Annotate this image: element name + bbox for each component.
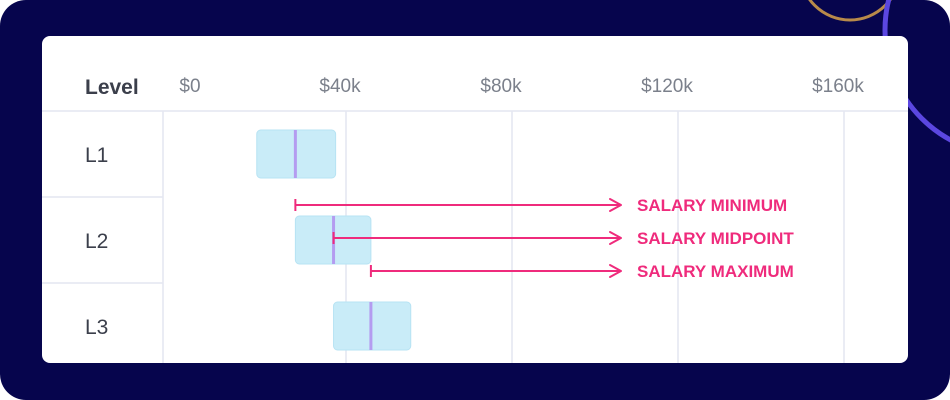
gold-arc <box>808 0 892 22</box>
blue-arc <box>882 0 950 143</box>
level-column-header: Level <box>85 76 139 99</box>
salary-range-chart: SALARY MINIMUM SALARY MIDPOINT SALARY MAXI… <box>42 110 908 363</box>
x-tick-label: $40k <box>319 76 361 97</box>
x-tick-label: $160k <box>812 76 864 97</box>
level-label-l2: L2 <box>85 230 109 253</box>
annotation-label: SALARY MAXIMUM <box>637 262 794 281</box>
x-tick-label: $120k <box>641 76 693 97</box>
x-tick-label: $0 <box>179 76 201 97</box>
salary-range-card: SALARY MINIMUM SALARY MIDPOINT SALARY MAXI… <box>42 36 908 363</box>
annotation-label: SALARY MINIMUM <box>637 196 787 215</box>
annotation-label: SALARY MIDPOINT <box>637 229 794 248</box>
x-tick-label: $80k <box>480 76 522 97</box>
annotation-arrowhead <box>609 231 622 245</box>
annotation-arrowhead <box>609 264 622 278</box>
level-label-l1: L1 <box>85 144 109 167</box>
level-label-l3: L3 <box>85 316 109 339</box>
annotation-arrowhead <box>609 198 622 212</box>
